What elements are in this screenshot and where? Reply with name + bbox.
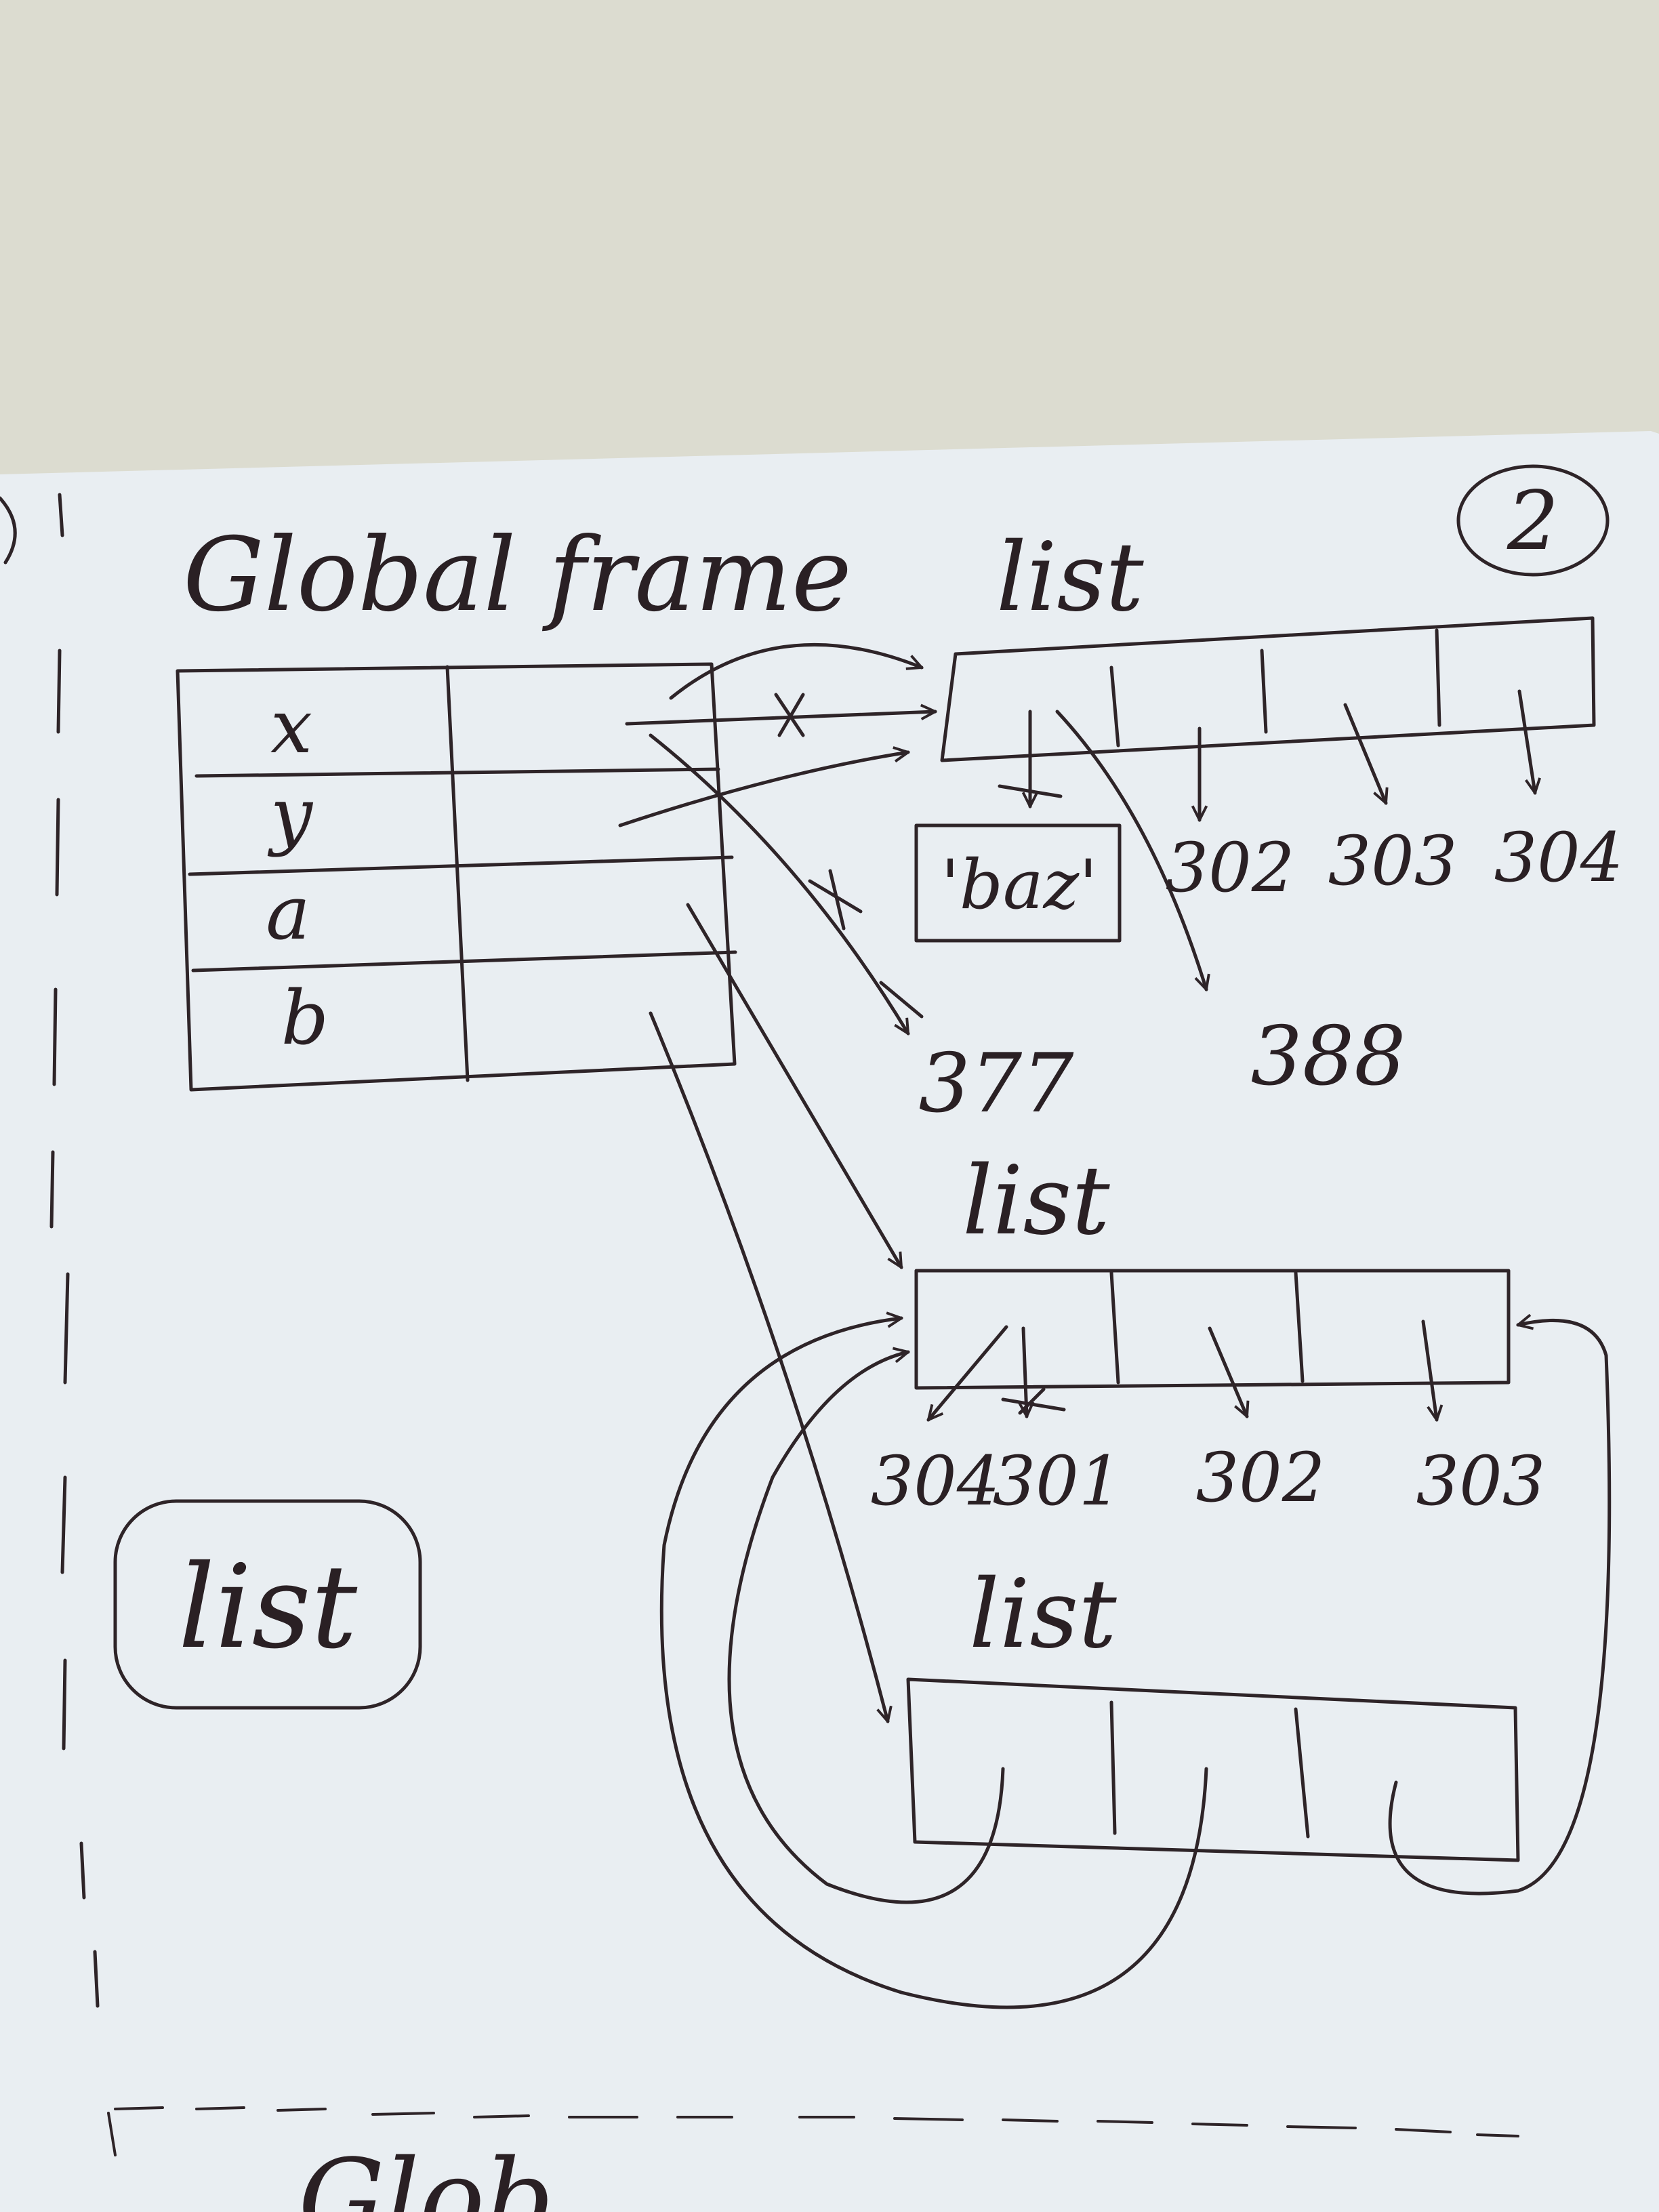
frame-title: Global frame <box>183 516 852 634</box>
side-note-box <box>113 1499 422 1710</box>
list1-elem-0: 'baz' <box>941 845 1097 924</box>
arrow-y-to-list1 <box>618 752 908 827</box>
list2-label: list <box>962 1146 1110 1256</box>
bottom-dashes <box>107 2106 1519 2156</box>
var-x: x <box>270 683 312 770</box>
arrow-list3-0-to-list2 <box>727 1352 1005 1904</box>
list1-elem-1: 302 <box>1166 828 1295 907</box>
arrow-x-to-377 <box>649 733 910 1033</box>
page-number: 2 <box>1507 474 1559 569</box>
paper-sheet <box>0 431 1659 2212</box>
arrow-x-old <box>669 642 922 700</box>
old-target-388: 388 <box>1250 1010 1406 1104</box>
footer-partial: Glob <box>298 2135 554 2212</box>
var-a: a <box>266 869 310 956</box>
old-target-377: 377 <box>918 1037 1074 1131</box>
list3-label: list <box>969 1559 1117 1670</box>
list2-elem-0: 304 <box>871 1441 1000 1521</box>
list2-elem-3: 303 <box>1416 1441 1546 1521</box>
list2-box <box>914 1269 1511 1390</box>
arrow-list3-1-to-list2 <box>659 1318 1208 2009</box>
baz-string-box <box>914 823 1122 943</box>
arrow-x-to-list1 <box>625 712 935 726</box>
list2-elem-2: 302 <box>1196 1438 1326 1517</box>
side-note: list <box>178 1540 358 1675</box>
list2-values: 304 301 302 303 <box>871 1438 1546 1521</box>
page-number-circle <box>1456 464 1610 577</box>
list1-values: 'baz' 302 303 304 377 388 <box>914 818 1624 1131</box>
list1-label: list <box>996 523 1144 633</box>
arrow-a-to-list2 <box>686 903 903 1267</box>
cross-out-marks <box>774 693 1066 1415</box>
arrow-list3-3-to-list2 <box>1388 1320 1612 1896</box>
list2-elem-1: 301 <box>993 1441 1122 1521</box>
frame-table <box>176 662 737 1092</box>
var-b: b <box>281 975 329 1061</box>
frame-variables: x y a b <box>266 683 329 1061</box>
pointer-arrows <box>618 642 1612 2009</box>
margin-dashes <box>0 493 100 2008</box>
list1-elem-2: 303 <box>1328 821 1458 901</box>
list3-box <box>906 1677 1520 1862</box>
list1-box <box>940 616 1596 762</box>
list1-elem-3: 304 <box>1494 818 1624 897</box>
var-y: y <box>267 771 314 858</box>
arrow-b-to-list3 <box>649 1011 888 1721</box>
